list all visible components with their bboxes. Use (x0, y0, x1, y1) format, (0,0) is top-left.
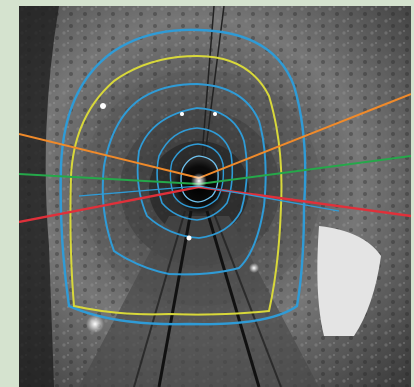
line-blue-diag-1 (198, 185, 340, 212)
line-blue-diag-2 (78, 185, 200, 197)
rail-left-outer (133, 210, 186, 387)
line-orange-right (198, 93, 411, 179)
lamp-glow-6 (213, 112, 217, 116)
rail-right-outer (212, 210, 282, 387)
contour-blue-outer (59, 28, 307, 326)
tunnel-scene (19, 6, 411, 387)
rail-right (205, 210, 261, 387)
lamp-glow-3 (249, 263, 259, 273)
contour-blue-5 (169, 143, 225, 209)
contour-blue-2 (101, 82, 267, 276)
lamp-glow-2 (186, 235, 192, 241)
contour-blue-4 (156, 127, 234, 221)
tunnel-photo (19, 6, 411, 387)
contour-blue-6 (180, 155, 219, 203)
track-bed (79, 216, 319, 387)
white-wall-patch (317, 226, 381, 336)
contour-yellow (69, 54, 283, 316)
contour-blue-3 (136, 107, 248, 239)
line-green-right (198, 155, 411, 185)
lamp-glow-4 (86, 315, 104, 333)
lamp-glow-5 (180, 112, 184, 116)
lamp-glow-1 (100, 103, 106, 109)
line-red-left (19, 185, 200, 224)
left-shadow (19, 6, 59, 387)
rail-left (157, 210, 193, 387)
lamp-glow-center (191, 173, 207, 189)
line-orange-left (19, 133, 200, 179)
line-green-left (19, 173, 200, 185)
